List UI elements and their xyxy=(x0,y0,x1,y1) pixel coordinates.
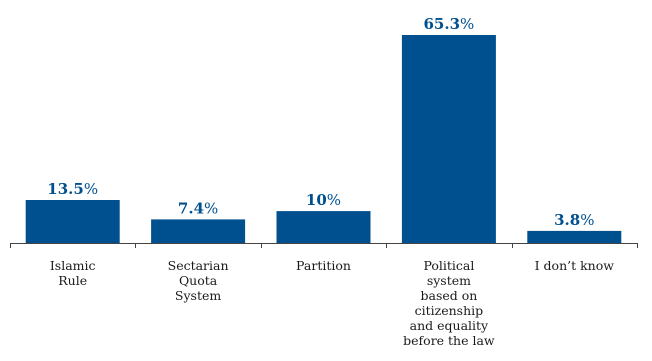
bars-group xyxy=(25,35,622,243)
category-label: I don’t know xyxy=(535,258,615,273)
bar-value-label: 65.3% xyxy=(423,15,474,33)
category-label: Partition xyxy=(296,258,351,273)
category-label: Sectarian Quota System xyxy=(168,258,229,303)
category-labels-group: Islamic Rule Sectarian Quota System Partition… xyxy=(50,258,614,348)
category-label: Political system based on citizenship and eq… xyxy=(403,258,495,348)
bar-value-label: 13.5% xyxy=(47,180,98,198)
bar-value-label: 3.8% xyxy=(554,211,594,229)
bar-value-label: 10% xyxy=(306,191,341,209)
bar xyxy=(151,219,246,243)
bar xyxy=(276,211,371,243)
bar xyxy=(401,35,496,243)
bar xyxy=(25,200,120,243)
x-axis-ticks xyxy=(10,243,638,248)
bar xyxy=(527,230,622,243)
category-label: Islamic Rule xyxy=(50,258,96,288)
value-labels-group: 13.5% 7.4% 10% 65.3% 3.8% xyxy=(47,15,594,229)
bar-value-label: 7.4% xyxy=(178,199,218,217)
